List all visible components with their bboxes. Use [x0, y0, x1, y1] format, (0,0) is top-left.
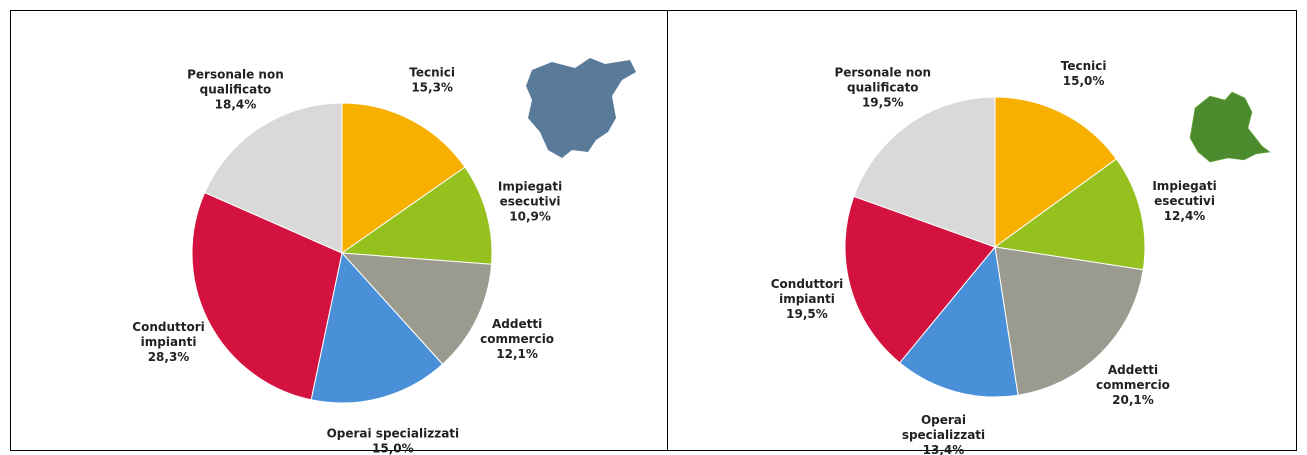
slice-label: Operai specializzati: [327, 427, 460, 441]
pie-slice: [340, 166, 493, 265]
slice-value-label: 19,5%: [786, 307, 828, 321]
slice-label: Addetti commercio: [1096, 363, 1170, 392]
pie-slice: [341, 102, 466, 254]
slice-label: Personale non qualificato: [834, 66, 931, 95]
pie-slice: [340, 252, 493, 365]
pie-slice: [898, 245, 1019, 398]
slice-label: Tecnici: [409, 66, 455, 80]
frame: [10, 10, 1297, 451]
pie-slice: [994, 96, 1118, 248]
slice-label: Conduttori impianti: [132, 320, 204, 349]
slice-label: Personale non qualificato: [187, 68, 284, 97]
pie-slice: [204, 102, 343, 254]
pie-slice: [191, 191, 343, 401]
slice-label: Tecnici: [1061, 59, 1107, 73]
slice-value-label: 20,1%: [1112, 393, 1154, 407]
pie-slice: [310, 251, 444, 404]
slice-value-label: 15,0%: [372, 442, 414, 455]
slice-label: Conduttori impianti: [771, 277, 843, 306]
slice-value-label: 13,4%: [923, 443, 965, 455]
slice-value-label: 19,5%: [862, 96, 904, 110]
slice-value-label: 12,1%: [496, 347, 538, 361]
pie-slice: [994, 246, 1144, 396]
slice-value-label: 28,3%: [148, 350, 190, 364]
pie-slice: [853, 96, 996, 248]
slice-value-label: 15,0%: [1063, 74, 1105, 88]
pie-slice: [993, 158, 1146, 271]
slice-label: Impiegati esecutivi: [498, 180, 562, 209]
slice-label: Operai specializzati: [902, 413, 985, 442]
slice-value-label: 15,3%: [411, 81, 453, 95]
region-map: [1189, 91, 1271, 163]
slice-value-label: 10,9%: [509, 210, 551, 224]
region-map: [526, 58, 636, 158]
slice-label: Impiegati esecutivi: [1152, 179, 1216, 208]
pie-slice: [844, 195, 996, 364]
slice-value-label: 18,4%: [215, 98, 257, 112]
slice-label: Addetti commercio: [480, 317, 554, 346]
slice-value-label: 12,4%: [1164, 209, 1206, 223]
